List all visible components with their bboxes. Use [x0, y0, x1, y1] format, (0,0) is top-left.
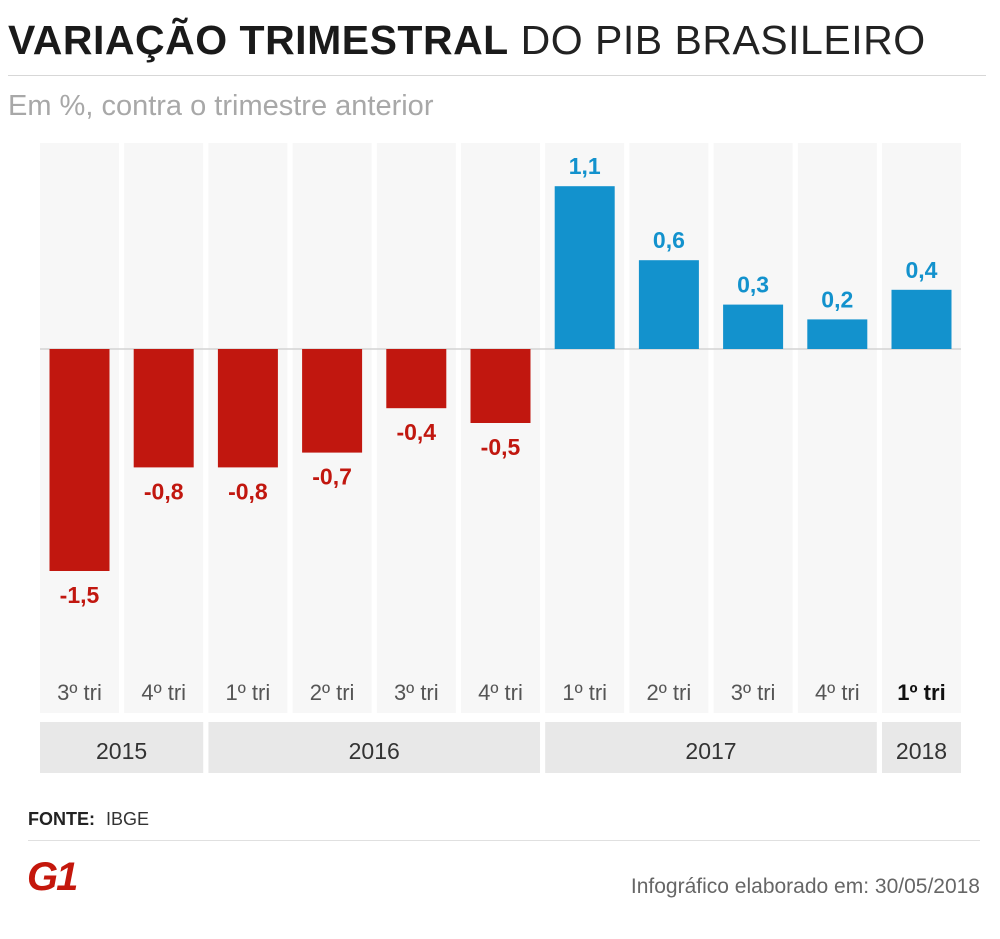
column-bg-5	[376, 143, 456, 713]
column-bg-10	[797, 143, 877, 713]
g1-logo: G1	[27, 855, 79, 895]
category-label-9: 3º tri	[731, 680, 776, 705]
column-bg-11	[882, 143, 961, 713]
chart-title: VARIAÇÃO TRIMESTRAL DO PIB BRASILEIRO	[8, 12, 926, 68]
year-group-2015	[40, 722, 204, 773]
bar-2	[133, 349, 194, 468]
g1-logo-text: G1	[27, 855, 77, 895]
value-label-5: -0,4	[396, 419, 436, 445]
value-label-10: 0,2	[821, 286, 853, 312]
category-label-10: 4º tri	[815, 680, 860, 705]
bar-11	[891, 289, 952, 349]
bar-1	[49, 349, 110, 571]
year-label-2018: 2018	[896, 738, 947, 764]
category-label-3: 1º tri	[226, 680, 271, 705]
category-label-11: 1º tri	[897, 680, 945, 705]
value-label-11: 0,4	[906, 257, 938, 283]
source-label: FONTE:	[28, 809, 95, 829]
category-label-1: 3º tri	[57, 680, 102, 705]
year-group-2017	[545, 722, 877, 773]
source-line: FONTE: IBGE	[28, 806, 149, 832]
category-label-7: 1º tri	[562, 680, 607, 705]
bar-7	[554, 186, 615, 349]
column-bg-9	[713, 143, 793, 713]
chart-title-light: DO PIB BRASILEIRO	[520, 17, 926, 63]
year-group-2016	[208, 722, 540, 773]
bar-6	[470, 349, 531, 423]
value-label-3: -0,8	[228, 478, 268, 504]
category-label-5: 3º tri	[394, 680, 439, 705]
footer-divider	[28, 840, 980, 841]
bar-10	[807, 319, 868, 349]
value-label-4: -0,7	[312, 464, 352, 490]
bar-3	[217, 349, 278, 468]
bar-9	[723, 304, 784, 349]
title-divider	[8, 75, 986, 76]
category-label-2: 4º tri	[141, 680, 186, 705]
value-label-7: 1,1	[569, 153, 601, 179]
chart-title-bold: VARIAÇÃO TRIMESTRAL	[8, 17, 509, 63]
bar-4	[302, 349, 363, 453]
chart-subtitle: Em %, contra o trimestre anterior	[8, 90, 434, 122]
category-label-6: 4º tri	[478, 680, 523, 705]
year-group-2018	[882, 722, 961, 773]
year-label-2016: 2016	[349, 738, 400, 764]
year-label-2017: 2017	[685, 738, 736, 764]
bar-8	[638, 260, 699, 349]
category-label-4: 2º tri	[310, 680, 355, 705]
bar-5	[386, 349, 447, 409]
value-label-2: -0,8	[144, 478, 184, 504]
column-bg-8	[629, 143, 709, 713]
value-label-1: -1,5	[60, 582, 100, 608]
category-label-8: 2º tri	[647, 680, 692, 705]
column-bg-6	[461, 143, 540, 713]
value-label-8: 0,6	[653, 227, 685, 253]
year-label-2015: 2015	[96, 738, 147, 764]
value-label-6: -0,5	[481, 434, 521, 460]
credit-line: Infográfico elaborado em: 30/05/2018	[630, 875, 980, 898]
value-label-9: 0,3	[737, 272, 769, 298]
source-value: IBGE	[106, 809, 150, 829]
